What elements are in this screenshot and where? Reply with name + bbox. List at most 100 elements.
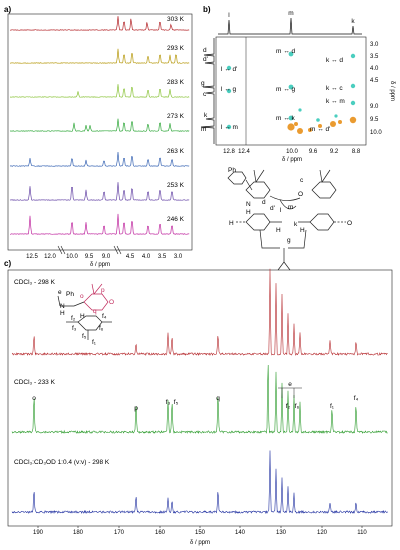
struct-c-p: p (101, 287, 105, 294)
struct-c-O: O (109, 299, 114, 306)
struct-b-g: g (287, 237, 291, 244)
cross-peak-3 (288, 51, 294, 57)
cross-m-g: m ↔ g (276, 86, 296, 93)
cross-k-c: k ↔ c (326, 85, 343, 92)
tick-b-x-10.0: 10.0 (286, 149, 298, 155)
panel-c-x-label: δ / ppm (190, 540, 210, 546)
panel-a-axis-breaks (57, 245, 122, 255)
struct-b-H4: H (300, 227, 305, 234)
cross-peak-17 (298, 108, 302, 112)
tick-b-x-9.2: 9.2 (330, 149, 339, 155)
temp-label-246: 246 K (167, 216, 185, 223)
tick-c-140: 140 (235, 530, 246, 536)
struct-c-f3: f₃ (72, 325, 77, 332)
cross-peak-10 (350, 53, 356, 59)
left-label-d-prime: d' (203, 56, 208, 63)
cross-peak-14 (308, 128, 312, 132)
peak-label-e: e (288, 381, 292, 388)
struct-b-H3: H (276, 227, 281, 234)
panel-b-2d-frame (215, 36, 367, 146)
trace-c-1 (11, 364, 388, 434)
panel-b-structure-labels: N H O H O Ph c d d' m l k g H H (228, 167, 352, 244)
panel-c-x-ticks: 190 180 170 160 150 140 130 120 110 (33, 530, 367, 536)
spectrum-label-cd3od: CDCl₃:CD₃OD 1:0.4 (v:v) - 298 K (14, 459, 110, 466)
tick-c-130: 130 (276, 530, 287, 536)
panel-a-temperature-labels: 303 K 293 K 283 K 273 K 263 K 253 K 246 … (167, 16, 185, 223)
panel-b-cross-labels: l ↔ d' l ↔ g l ↔ m m ↔ d m ↔ g m ↔ k m ↔… (221, 48, 345, 133)
panel-b-label: b) (203, 5, 211, 14)
tick-b-x-12.4: 12.4 (238, 149, 250, 155)
tick-c-160: 160 (155, 530, 166, 536)
spectrum-label-233: CDCl₃ - 233 K (14, 379, 56, 386)
top-label-l: l (228, 12, 230, 19)
panel-b-structure (227, 169, 346, 271)
cross-k-m: k ↔ m (326, 98, 345, 105)
tick-c-120: 120 (317, 530, 328, 536)
panel-c-label: c) (4, 259, 11, 268)
tick-c-180: 180 (73, 530, 84, 536)
struct-c-f5: f₅ (82, 333, 87, 340)
struct-c-f2: f₂ (71, 315, 76, 322)
tick-a-12.5: 12.5 (26, 254, 38, 260)
cross-peak-11 (350, 83, 356, 89)
struct-c-H2: H (80, 313, 85, 320)
left-label-d: d (203, 47, 207, 54)
tick-a-3.5: 3.5 (158, 254, 167, 260)
struct-c-f1: f₁ (92, 339, 97, 346)
tick-b-y-3.0: 3.0 (370, 42, 379, 48)
tick-c-190: 190 (33, 530, 44, 536)
peak-label-p: p (134, 405, 138, 412)
panel-c-structure-labels: e Ph N H o p q O H f₂ f₃ f₄ f₅ f₆ f₁ (58, 287, 114, 346)
struct-b-Ph: Ph (228, 167, 236, 174)
temp-label-303: 303 K (167, 16, 185, 23)
tick-b-x-12.8: 12.8 (223, 149, 235, 155)
top-label-k: k (351, 18, 355, 25)
struct-b-d: d (262, 199, 266, 206)
panel-a-x-label: δ / ppm (90, 262, 110, 268)
panel-b-y-ticks: 3.0 3.5 4.0 4.5 9.0 9.5 10.0 (370, 42, 382, 136)
left-label-g: g (201, 80, 205, 87)
peak-label-q: q (216, 395, 220, 402)
panel-c-x-tick-marks (37, 526, 363, 528)
peak-label-f2: f₂ (286, 403, 291, 410)
cross-peak-13 (294, 122, 298, 126)
panel-b-left-labels: d d' g c k m (201, 47, 208, 133)
panel-b-cross-peaks (226, 51, 357, 134)
tick-b-y-9.5: 9.5 (370, 117, 379, 123)
cross-peak-15 (318, 124, 322, 128)
tick-b-x-8.8: 8.8 (352, 149, 361, 155)
tick-a-9.0: 9.0 (102, 254, 111, 260)
trace-c-0 (11, 268, 388, 357)
cross-peak-0 (226, 65, 232, 71)
cross-peak-8 (330, 121, 336, 127)
tick-a-4.0: 4.0 (142, 254, 151, 260)
tick-c-110: 110 (357, 530, 367, 536)
cross-l-g: l ↔ g (221, 86, 237, 93)
panel-b-top-projection (218, 17, 362, 35)
trace-a-2 (9, 84, 190, 98)
tick-c-170: 170 (114, 530, 125, 536)
tick-a-3.0: 3.0 (174, 254, 183, 260)
struct-c-f4: f₄ (102, 313, 107, 320)
tick-a-4.5: 4.5 (126, 254, 135, 260)
panel-c-peak-labels: o p f₃ f₅ q e f₂ f₆ f₁ f₄ (32, 381, 358, 412)
peak-label-f5: f₅ (174, 399, 179, 406)
temp-label-293: 293 K (167, 45, 185, 52)
top-label-m: m (288, 10, 293, 17)
panel-a-traces (9, 16, 190, 235)
tick-b-y-10.0: 10.0 (370, 130, 382, 136)
cross-l-d-prime: l ↔ d' (221, 66, 237, 73)
peak-label-f4: f₄ (354, 395, 359, 402)
trace-c-2 (11, 450, 388, 515)
struct-b-O: O (298, 191, 303, 198)
struct-b-O2: O (347, 220, 352, 227)
struct-b-c: c (300, 177, 304, 184)
cross-peak-9 (349, 116, 357, 124)
cross-peak-1 (226, 88, 232, 94)
struct-c-N: N (60, 303, 65, 310)
cross-peak-12 (350, 100, 356, 106)
panel-a-frame (7, 13, 193, 251)
trace-a-4 (9, 151, 190, 167)
cross-peak-16 (338, 120, 342, 124)
cross-m-k: m ↔ k (276, 115, 296, 122)
